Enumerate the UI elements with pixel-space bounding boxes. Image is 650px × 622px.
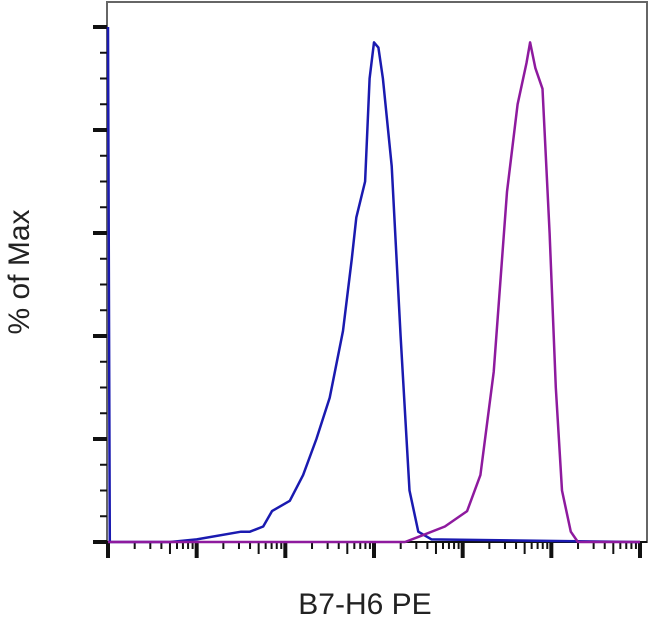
plot-frame [106, 1, 648, 543]
histogram-curves [106, 26, 641, 544]
stained-histogram-curve [108, 41, 640, 544]
x-axis-label: B7-H6 PE [298, 588, 432, 621]
control-histogram-curve [106, 26, 641, 544]
y-axis-label: % of Max [3, 209, 36, 335]
